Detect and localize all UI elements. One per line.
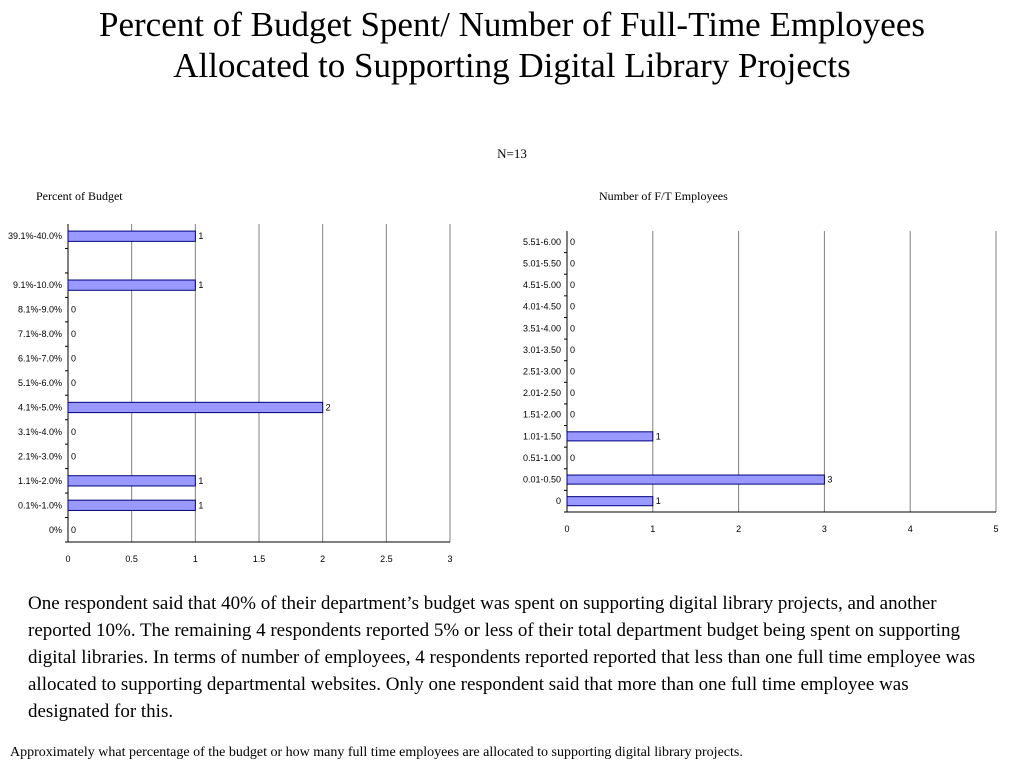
budget-category-label: 5.1%-6.0% — [18, 378, 62, 388]
budget-category-label: 0% — [49, 525, 62, 535]
budget-category-label: 4.1%-5.0% — [18, 402, 62, 412]
budget-category-label: 39.1%-40.0% — [8, 231, 62, 241]
employees-data-label: 0 — [570, 410, 575, 420]
budget-data-label: 1 — [198, 231, 203, 241]
employees-category-label: 1.51-2.00 — [523, 410, 561, 420]
budget-data-label: 0 — [71, 427, 76, 437]
budget-data-label: 0 — [71, 329, 76, 339]
employees-data-label: 0 — [570, 367, 575, 377]
budget-category-label: 3.1%-4.0% — [18, 427, 62, 437]
employees-category-label: 4.01-4.50 — [523, 302, 561, 312]
budget-category-label: 0.1%-1.0% — [18, 500, 62, 510]
employees-data-label: 0 — [570, 345, 575, 355]
survey-question-footnote: Approximately what percentage of the bud… — [10, 745, 743, 760]
employees-x-tick-label: 4 — [908, 524, 913, 534]
employees-data-label: 1 — [656, 496, 661, 506]
budget-chart-title: Percent of Budget — [36, 189, 123, 203]
employees-data-label: 0 — [570, 453, 575, 463]
page-title: Percent of Budget Spent/ Number of Full-… — [99, 5, 925, 85]
employees-data-label: 0 — [570, 323, 575, 333]
budget-category-label: 6.1%-7.0% — [18, 354, 62, 364]
employees-data-label: 0 — [570, 280, 575, 290]
budget-x-tick-label: 1 — [193, 554, 198, 564]
employees-category-label: 0 — [556, 496, 561, 506]
budget-data-label: 1 — [198, 500, 203, 510]
employees-data-label: 0 — [570, 237, 575, 247]
budget-data-label: 0 — [71, 378, 76, 388]
employees-data-label: 0 — [570, 258, 575, 268]
employees-x-tick-label: 3 — [822, 524, 827, 534]
budget-data-label: 1 — [198, 476, 203, 486]
employees-category-label: 3.01-3.50 — [523, 345, 561, 355]
budget-bar — [67, 401, 324, 414]
employees-category-label: 5.01-5.50 — [523, 258, 561, 268]
employees-category-label: 5.51-6.00 — [523, 237, 561, 247]
employees-data-label: 0 — [570, 388, 575, 398]
employees-x-tick-label: 0 — [564, 524, 569, 534]
employees-x-tick-label: 2 — [736, 524, 741, 534]
employees-category-label: 0.01-0.50 — [523, 475, 561, 485]
budget-category-label: 2.1%-3.0% — [18, 451, 62, 461]
budget-data-label: 0 — [71, 305, 76, 315]
budget-bar — [67, 279, 196, 291]
budget-category-label: 9.1%-10.0% — [13, 280, 62, 290]
employees-category-label: 0.51-1.00 — [523, 453, 561, 463]
employees-category-label: 2.01-2.50 — [523, 388, 561, 398]
budget-x-tick-label: 2 — [320, 554, 325, 564]
budget-category-label: 8.1%-9.0% — [18, 305, 62, 315]
employees-bar — [566, 431, 654, 442]
budget-data-label: 1 — [198, 280, 203, 290]
employees-bar — [566, 474, 825, 485]
summary-paragraph: One respondent said that 40% of their de… — [28, 593, 976, 722]
budget-bar — [67, 475, 196, 487]
budget-bar — [67, 230, 196, 242]
employees-data-label: 1 — [656, 431, 661, 441]
budget-x-tick-label: 2.5 — [380, 554, 393, 564]
budget-data-label: 0 — [71, 451, 76, 461]
employees-data-label: 0 — [570, 302, 575, 312]
budget-data-label: 0 — [71, 354, 76, 364]
budget-data-label: 2 — [326, 402, 331, 412]
sample-size-label: N=13 — [497, 146, 527, 161]
employees-x-tick-label: 5 — [993, 524, 998, 534]
employees-x-tick-label: 1 — [650, 524, 655, 534]
employees-bar — [566, 496, 654, 507]
employees-data-label: 3 — [827, 475, 832, 485]
budget-x-tick-label: 3 — [447, 554, 452, 564]
budget-x-tick-label: 0.5 — [125, 554, 138, 564]
budget-category-label: 1.1%-2.0% — [18, 476, 62, 486]
budget-x-tick-label: 0 — [65, 554, 70, 564]
employees-chart-title: Number of F/T Employees — [599, 189, 728, 203]
budget-category-label: 7.1%-8.0% — [18, 329, 62, 339]
budget-data-label: 0 — [71, 525, 76, 535]
employees-category-label: 3.51-4.00 — [523, 323, 561, 333]
budget-x-tick-label: 1.5 — [253, 554, 266, 564]
employees-category-label: 4.51-5.00 — [523, 280, 561, 290]
employees-category-label: 2.51-3.00 — [523, 367, 561, 377]
budget-bar — [67, 499, 196, 511]
employees-category-label: 1.01-1.50 — [523, 431, 561, 441]
